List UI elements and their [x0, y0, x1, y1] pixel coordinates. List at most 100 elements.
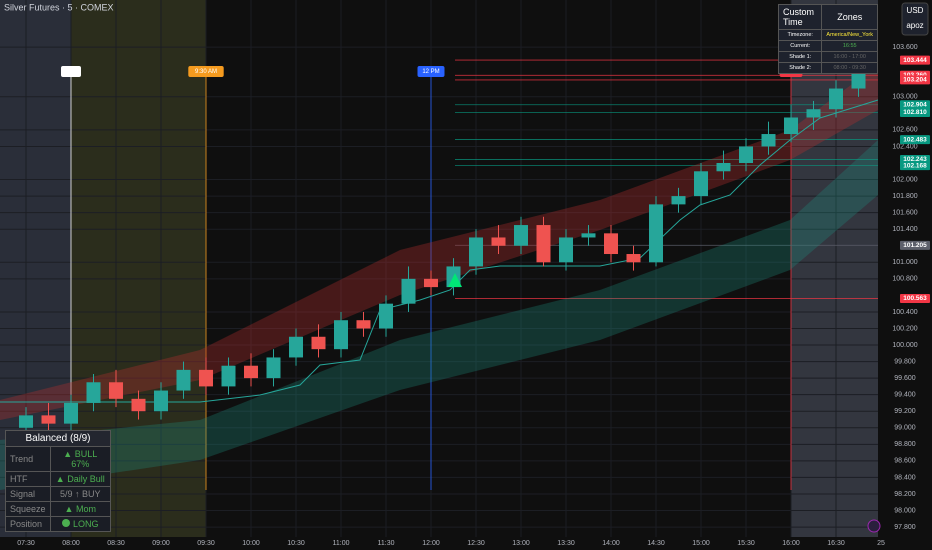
- y-tick-label: 98.600: [894, 458, 916, 465]
- price-tag: [900, 293, 930, 303]
- x-tick-label: 09:00: [152, 540, 170, 547]
- x-tick-label: 11:30: [377, 540, 394, 547]
- session-label-box: [188, 66, 224, 77]
- buy-signal: [448, 273, 462, 287]
- currency-box: [901, 2, 929, 36]
- x-tick-label: 13:30: [557, 540, 575, 547]
- candle-body: [851, 71, 866, 89]
- x-tick-label: 12:30: [467, 540, 485, 547]
- y-tick-label: 98.200: [894, 491, 916, 498]
- user: apoz: [906, 21, 923, 30]
- candle-body: [603, 233, 618, 255]
- candle-body: [536, 225, 551, 263]
- x-tick-label: 10:00: [242, 540, 260, 547]
- y-tick-label: 98.400: [894, 474, 916, 481]
- cell: LONG: [49, 516, 112, 532]
- y-tick-label: 102.400: [892, 143, 917, 150]
- candle-body: [423, 278, 438, 288]
- candle-body: [513, 225, 528, 246]
- candle-body: [806, 109, 821, 118]
- x-tick-label: 13:00: [512, 540, 530, 547]
- candle-body: [491, 237, 506, 246]
- price-tag: [900, 108, 930, 118]
- cell: Trend: [5, 446, 51, 472]
- cell: HTF: [5, 471, 51, 487]
- x-tick-label: 09:30: [197, 540, 215, 547]
- y-tick-label: 99.600: [894, 375, 916, 382]
- candle-body: [108, 382, 123, 399]
- x-tick-label: 08:30: [107, 540, 125, 547]
- candle-body: [41, 415, 56, 424]
- x-tick-label: 25: [877, 540, 885, 547]
- x-tick-label: 14:30: [647, 540, 665, 547]
- candle-body: [311, 336, 326, 350]
- y-tick-label: 98.800: [894, 441, 916, 448]
- candle-body: [716, 163, 731, 172]
- candle-body: [153, 390, 168, 412]
- table-header: Zones: [821, 4, 878, 30]
- candle-body: [86, 382, 101, 403]
- x-tick-label: 10:30: [287, 540, 305, 547]
- y-tick-label: 99.000: [894, 425, 916, 432]
- y-tick-label: 100.400: [892, 309, 917, 316]
- alert-icon[interactable]: [867, 519, 881, 533]
- y-tick-label: 97.800: [894, 524, 916, 531]
- x-tick-label: 11:00: [332, 540, 349, 547]
- y-tick-label: 103.600: [892, 44, 917, 51]
- cell: 5/9 ↑ BUY: [49, 486, 112, 502]
- candle-body: [63, 402, 78, 424]
- y-tick-label: 101.600: [892, 209, 917, 216]
- price-tag: [900, 240, 930, 250]
- time-table: Custom Time Zones Timezone: America/New_Yo…: [777, 4, 878, 74]
- session-label: 12 PM: [422, 69, 439, 75]
- x-tick-label: 07:30: [17, 540, 35, 547]
- x-tick-label: 08:00: [62, 540, 80, 547]
- price-tag-label: 103.444: [903, 57, 927, 64]
- y-tick-label: 100.000: [892, 342, 917, 349]
- price-tag: [900, 161, 930, 171]
- session-label-box: [60, 66, 81, 77]
- candle-body: [198, 369, 213, 387]
- price-tag-label: 102.168: [903, 162, 927, 169]
- cell: Timezone:: [777, 29, 823, 41]
- y-tick-label: 103.000: [892, 94, 917, 101]
- candle-body: [693, 171, 708, 197]
- candle-body: [671, 196, 686, 205]
- candle-body: [648, 204, 663, 263]
- candle-body: [333, 320, 348, 350]
- y-tick-label: 99.200: [894, 408, 916, 415]
- cell: 08:00 - 09:30: [821, 62, 878, 74]
- price-tag: [900, 55, 930, 65]
- y-tick-label: 100.800: [892, 276, 917, 283]
- candle-body: [783, 117, 798, 135]
- cell: ▲ Mom: [49, 501, 112, 517]
- cell: ▲ BULL 67%: [49, 446, 112, 472]
- stats-table: Balanced (8/9) Trend ▲ BULL 67% HTF ▲ Dail…: [5, 430, 112, 532]
- x-tick-label: 14:00: [602, 540, 620, 547]
- price-tag: [900, 135, 930, 145]
- cell: Signal: [5, 486, 51, 502]
- cell: 16:00 - 17:00: [821, 51, 878, 63]
- candle-body: [221, 365, 236, 387]
- y-tick-label: 100.200: [892, 325, 917, 332]
- y-tick-label: 102.000: [892, 176, 917, 183]
- price-tag-label: 102.243: [903, 156, 927, 163]
- cell: America/New_York: [821, 29, 878, 41]
- candle-body: [558, 237, 573, 263]
- x-tick-label: 16:30: [827, 540, 845, 547]
- candle-body: [176, 369, 191, 391]
- candle-body: [356, 320, 371, 329]
- candle-body: [18, 415, 33, 428]
- candle-body: [131, 398, 146, 412]
- candle-body: [468, 237, 483, 267]
- table-header: Balanced (8/9): [5, 430, 111, 447]
- y-tick-label: 102.600: [892, 127, 917, 134]
- candle-body: [401, 278, 416, 304]
- price-axis: [878, 0, 932, 550]
- x-tick-label: 15:30: [737, 540, 755, 547]
- x-tick-label: 12:00: [422, 540, 440, 547]
- price-tag-label: 101.205: [903, 242, 927, 249]
- y-tick-label: 101.400: [892, 226, 917, 233]
